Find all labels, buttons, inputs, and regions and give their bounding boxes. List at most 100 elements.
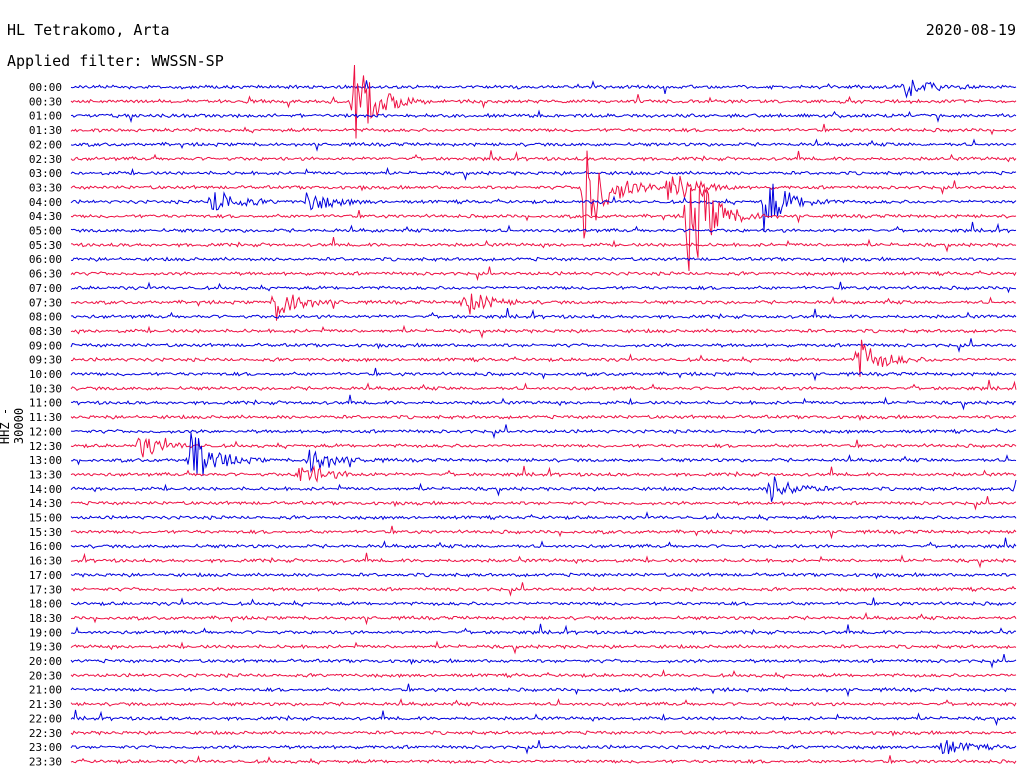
trace-line — [70, 424, 1017, 439]
time-tick-label: 15:00 — [29, 512, 62, 525]
time-tick-label: 09:00 — [29, 339, 62, 352]
time-tick-label: 23:00 — [29, 741, 62, 754]
trace-line — [70, 697, 1017, 707]
trace-line — [70, 511, 1017, 522]
trace-line — [70, 623, 1017, 636]
trace-line — [70, 640, 1017, 655]
trace-line — [70, 653, 1017, 669]
trace-line — [70, 394, 1017, 411]
time-tick-label: 17:30 — [29, 583, 62, 596]
trace-line — [70, 64, 1017, 139]
trace-line — [70, 582, 1017, 597]
trace-line — [70, 552, 1017, 569]
trace-line — [70, 109, 1017, 124]
time-tick-label: 14:00 — [29, 483, 62, 496]
time-tick-label: 00:30 — [29, 95, 62, 108]
trace-line — [70, 221, 1017, 234]
time-tick-label: 02:00 — [29, 138, 62, 151]
time-tick-label: 03:00 — [29, 167, 62, 180]
time-tick-label: 14:30 — [29, 497, 62, 510]
trace-line — [70, 339, 1017, 377]
trace-line — [70, 379, 1017, 391]
trace-line — [70, 79, 1017, 99]
time-tick-label: 03:30 — [29, 181, 62, 194]
trace-line — [70, 237, 1017, 253]
trace-line — [70, 683, 1017, 698]
time-tick-label: 15:30 — [29, 526, 62, 539]
time-tick-label: 18:30 — [29, 612, 62, 625]
trace-line — [70, 123, 1017, 136]
time-tick-label: 20:00 — [29, 655, 62, 668]
time-tick-label: 05:30 — [29, 239, 62, 252]
trace-line — [70, 256, 1017, 264]
time-tick-label: 11:00 — [29, 397, 62, 410]
trace-line — [70, 281, 1017, 294]
trace-line — [70, 729, 1017, 737]
time-tick-label: 19:00 — [29, 626, 62, 639]
trace-line — [70, 266, 1017, 282]
time-tick-label: 05:00 — [29, 225, 62, 238]
trace-line — [70, 709, 1017, 727]
time-tick-label: 23:30 — [29, 755, 62, 768]
time-tick-label: 12:00 — [29, 425, 62, 438]
trace-line — [70, 414, 1017, 422]
time-tick-label: 07:00 — [29, 282, 62, 295]
trace-line — [70, 166, 1017, 181]
time-tick-label: 19:30 — [29, 641, 62, 654]
time-tick-label: 01:30 — [29, 124, 62, 137]
trace-line — [70, 367, 1017, 382]
trace-line — [70, 740, 1017, 755]
trace-line — [70, 476, 1017, 502]
trace-line — [70, 669, 1017, 679]
trace-line — [70, 611, 1017, 626]
trace-line — [70, 525, 1017, 540]
time-tick-label: 08:00 — [29, 311, 62, 324]
time-tick-label: 06:30 — [29, 268, 62, 281]
trace-line — [70, 150, 1017, 163]
trace-line — [70, 465, 1017, 483]
trace-line — [70, 138, 1017, 152]
time-tick-label: 22:30 — [29, 727, 62, 740]
record-date: 2020-08-19 — [925, 21, 1016, 39]
time-tick-label: 09:30 — [29, 354, 62, 367]
time-tick-label: 01:00 — [29, 110, 62, 123]
time-tick-label: 13:00 — [29, 454, 62, 467]
time-tick-label: 07:30 — [29, 296, 62, 309]
time-tick-label: 10:00 — [29, 368, 62, 381]
time-tick-label: 11:30 — [29, 411, 62, 424]
trace-line — [70, 308, 1017, 320]
time-tick-label: 04:00 — [29, 196, 62, 209]
time-tick-label: 21:00 — [29, 684, 62, 697]
trace-line — [70, 597, 1017, 608]
time-tick-label: 13:30 — [29, 468, 62, 481]
trace-line — [70, 183, 1017, 232]
time-tick-label: 21:30 — [29, 698, 62, 711]
time-tick-label: 08:30 — [29, 325, 62, 338]
trace-line — [70, 338, 1017, 353]
time-tick-label: 06:00 — [29, 253, 62, 266]
time-tick-label: 22:00 — [29, 712, 62, 725]
time-tick-label: 12:30 — [29, 440, 62, 453]
time-tick-label: 17:00 — [29, 569, 62, 582]
trace-line — [70, 755, 1017, 765]
trace-line — [70, 293, 1017, 321]
filter-label: Applied filter: WWSSN-SP — [7, 52, 224, 70]
trace-line — [70, 496, 1017, 511]
time-tick-label: 00:00 — [29, 81, 62, 94]
time-tick-label: 10:30 — [29, 382, 62, 395]
trace-line — [70, 437, 1017, 458]
trace-line — [70, 432, 1017, 476]
trace-line — [70, 150, 1017, 239]
time-tick-label: 04:30 — [29, 210, 62, 223]
trace-line — [70, 537, 1017, 549]
trace-line — [70, 324, 1017, 339]
trace-line — [70, 572, 1017, 580]
station-name: HL Tetrakomo, Arta — [7, 21, 170, 39]
time-tick-label: 20:30 — [29, 669, 62, 682]
time-tick-label: 02:30 — [29, 153, 62, 166]
time-tick-label: 18:00 — [29, 598, 62, 611]
time-tick-label: 16:00 — [29, 540, 62, 553]
trace-line — [70, 185, 1017, 272]
